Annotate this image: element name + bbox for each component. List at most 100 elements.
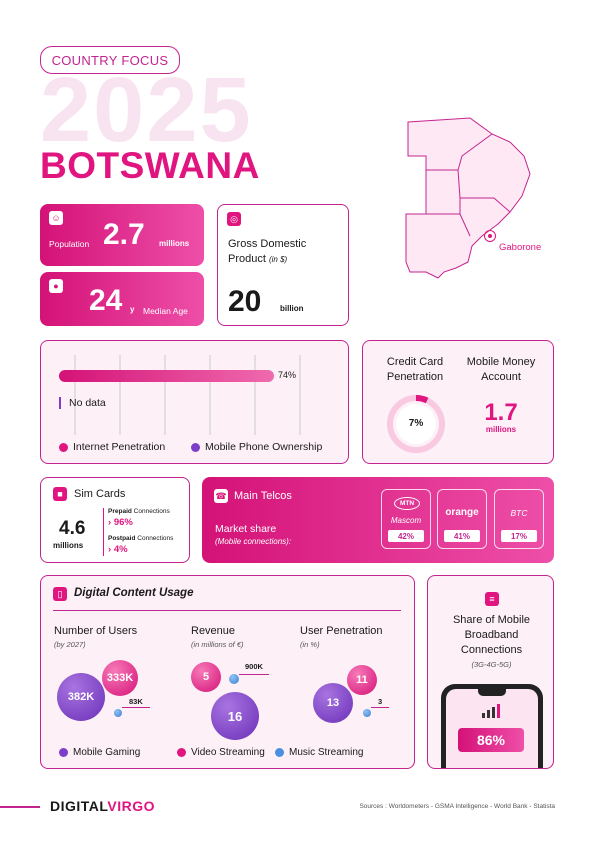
person-icon: ☺ bbox=[49, 211, 63, 225]
credit-card-title: Credit Card Penetration bbox=[386, 356, 444, 383]
postpaid-suffix: Connections bbox=[137, 535, 174, 542]
users-music-leader bbox=[122, 707, 150, 708]
penetration-legend-internet: Internet Penetration bbox=[59, 441, 165, 453]
user-penetration-title: User Penetration bbox=[300, 625, 383, 637]
population-card: ☺ Population 2.7 millions bbox=[40, 204, 204, 266]
phone-notch bbox=[478, 689, 506, 696]
revenue-gaming-bubble: 16 bbox=[211, 692, 259, 740]
phone-icon: ☎ bbox=[214, 489, 228, 503]
revenue-music-bubble bbox=[229, 674, 239, 684]
penetration-card: 74% No data Internet Penetration Mobile … bbox=[40, 340, 349, 464]
penetration-music-leader bbox=[371, 707, 389, 708]
legend-dot-pink bbox=[59, 442, 68, 452]
country-focus-tag: COUNTRY FOCUS bbox=[40, 46, 180, 74]
signal-icon: ≡ bbox=[485, 592, 499, 606]
phone-frame bbox=[441, 684, 543, 768]
median-age-card: ● 24 y Median Age bbox=[40, 272, 204, 326]
postpaid-value-text: 4% bbox=[113, 544, 128, 555]
postpaid-label-bold: Postpaid bbox=[108, 535, 136, 542]
internet-penetration-bar bbox=[59, 370, 274, 382]
legend-gaming-label: Mobile Gaming bbox=[73, 747, 141, 758]
mobile-money-value: 1.7 bbox=[484, 399, 518, 426]
mobile-icon: ▯ bbox=[53, 587, 67, 601]
median-age-value: 24 bbox=[89, 284, 123, 317]
head-icon: ● bbox=[49, 279, 63, 293]
population-value: 2.7 bbox=[103, 218, 145, 251]
broadband-title: Share of Mobile Broadband Connections bbox=[452, 614, 531, 656]
gdp-value: 20 bbox=[228, 285, 262, 318]
digital-content-divider bbox=[53, 610, 401, 611]
penetration-grid bbox=[74, 355, 301, 435]
gdp-unit: billion bbox=[280, 304, 304, 313]
prepaid-label-bold: Prepaid bbox=[108, 508, 132, 515]
botswana-map bbox=[405, 117, 531, 279]
sim-card-icon: ■ bbox=[53, 487, 67, 501]
mobile-ownership-marker bbox=[59, 397, 61, 409]
globe-icon: ◎ bbox=[227, 212, 241, 226]
credit-card-donut bbox=[387, 395, 445, 453]
user-penetration-note: (in %) bbox=[300, 640, 320, 649]
digital-content-card: ▯ Digital Content Usage Number of Users … bbox=[40, 575, 415, 769]
credit-card-value: 7% bbox=[408, 418, 424, 429]
legend-video-label: Video Streaming bbox=[191, 747, 265, 758]
median-age-unit: y bbox=[130, 305, 135, 314]
no-data-label: No data bbox=[69, 397, 106, 409]
btc-logo: BTC bbox=[510, 508, 528, 518]
legend-gaming: Mobile Gaming bbox=[59, 747, 140, 758]
sim-cards-card: ■ Sim Cards 4.6 millions Prepaid Connect… bbox=[40, 477, 190, 563]
gdp-card: ◎ Gross Domestic Product (in $) 20 billi… bbox=[217, 204, 349, 326]
population-unit: millions bbox=[159, 239, 190, 248]
users-note: (by 2027) bbox=[54, 640, 86, 649]
capital-label: Gaborone bbox=[499, 242, 542, 253]
mascom-share: 42% bbox=[388, 530, 424, 542]
revenue-music-label: 900K bbox=[245, 662, 263, 671]
gdp-title: Gross Domestic Product (in $) bbox=[228, 237, 338, 267]
penetration-legend-mobile: Mobile Phone Ownership bbox=[191, 441, 322, 453]
mtn-logo: MTN bbox=[394, 497, 420, 510]
legend-internet-label: Internet Penetration bbox=[73, 441, 166, 453]
legend-dot-music bbox=[275, 747, 284, 757]
telco-btc: BTC 17% bbox=[494, 489, 544, 549]
penetration-music-bubble bbox=[363, 709, 371, 717]
revenue-note: (in millions of €) bbox=[191, 640, 244, 649]
orange-logo: orange bbox=[445, 507, 479, 518]
signal-bars-icon bbox=[482, 704, 500, 718]
users-music-bubble bbox=[114, 709, 122, 717]
brand-logo-b: VIRGO bbox=[107, 798, 156, 814]
revenue-title: Revenue bbox=[191, 625, 236, 637]
finance-card: Credit Card Penetration 7% Mobile Money … bbox=[362, 340, 554, 464]
internet-penetration-value: 74% bbox=[278, 370, 297, 380]
sim-divider bbox=[103, 508, 104, 556]
telco-mascom: MTN Mascom 42% bbox=[381, 489, 431, 549]
brand-logo: DIGITALVIRGO bbox=[50, 798, 155, 814]
revenue-video-bubble: 5 bbox=[191, 662, 221, 692]
digital-content-title: Digital Content Usage bbox=[74, 587, 194, 599]
legend-dot-gaming bbox=[59, 747, 68, 757]
year-watermark: 2025 bbox=[40, 59, 253, 161]
users-gaming-bubble: 382K bbox=[57, 673, 105, 721]
users-music-label: 83K bbox=[129, 697, 143, 706]
postpaid-label: Postpaid Connections bbox=[108, 535, 173, 542]
brand-logo-a: DIGITAL bbox=[50, 798, 108, 814]
telcos-note: (Mobile connections): bbox=[215, 537, 292, 546]
mobile-money-unit: millions bbox=[485, 425, 517, 434]
gdp-title-text: Gross Domestic Product bbox=[228, 238, 307, 265]
gdp-note: (in $) bbox=[268, 255, 288, 264]
telcos-title: Main Telcos bbox=[234, 490, 292, 502]
population-label: Population bbox=[49, 239, 90, 249]
telcos-subtitle: Market share bbox=[215, 523, 277, 535]
sim-cards-unit: millions bbox=[53, 541, 84, 550]
prepaid-label: Prepaid Connections bbox=[108, 508, 170, 515]
telco-orange: orange 41% bbox=[437, 489, 487, 549]
revenue-music-leader bbox=[239, 674, 269, 675]
orange-share: 41% bbox=[444, 530, 480, 542]
prepaid-value-text: 96% bbox=[113, 517, 133, 528]
penetration-gaming-bubble: 13 bbox=[313, 683, 353, 723]
penetration-video-bubble: 11 bbox=[347, 665, 377, 695]
median-age-label: Median Age bbox=[143, 306, 188, 316]
prepaid-suffix: Connections bbox=[133, 508, 170, 515]
sim-cards-title: Sim Cards bbox=[74, 488, 126, 500]
gaborone-marker-ring bbox=[484, 230, 496, 242]
postpaid-value: › 4% bbox=[108, 544, 128, 555]
legend-dot-purple bbox=[191, 442, 200, 452]
